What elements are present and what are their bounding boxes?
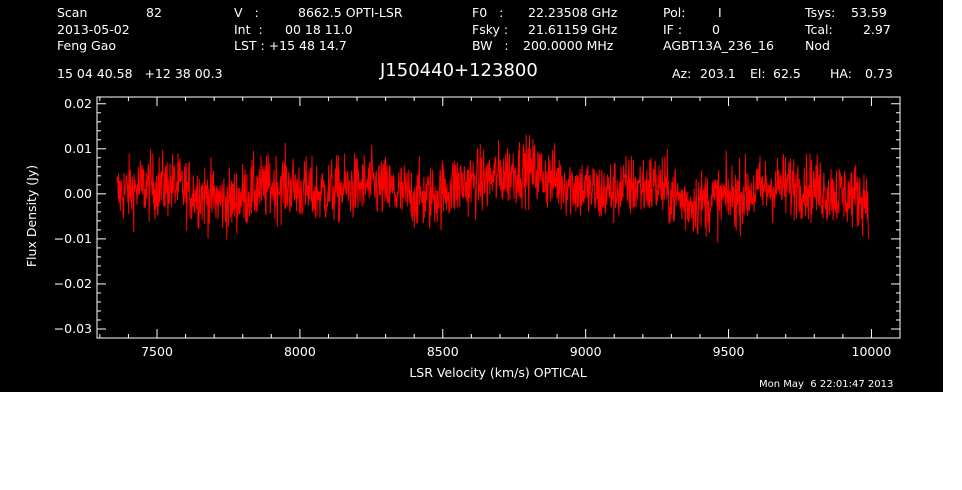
plot-border <box>96 96 901 339</box>
obs-date: 2013-05-02 <box>57 22 130 37</box>
y-tick-label: −0.02 <box>54 276 92 291</box>
x-tick-label: 10000 <box>852 344 892 359</box>
bw-label: BW : <box>472 38 509 53</box>
tcal-value: 2.97 <box>863 22 891 37</box>
x-tick-label: 9000 <box>570 344 602 359</box>
int-label: Int : <box>234 22 263 37</box>
lst-label: LST : +15 48 14.7 <box>234 38 347 53</box>
bw-value: 200.0000 MHz <box>523 38 614 53</box>
if-value: 0 <box>712 22 720 37</box>
x-tick-label: 8500 <box>427 344 459 359</box>
fsky-label: Fsky : <box>472 22 509 37</box>
source-name: J150440+123800 <box>380 60 538 81</box>
observer-name: Feng Gao <box>57 38 117 53</box>
y-tick-label: 0.01 <box>64 141 92 156</box>
x-tick-label: 9500 <box>713 344 745 359</box>
int-value: 00 18 11.0 <box>285 22 353 37</box>
y-tick-label: −0.01 <box>54 231 92 246</box>
axis-ticks: 7500 8000 8500 9000 9500 10000 −0.03 −0.02 −0.01… <box>54 96 901 359</box>
x-tick-label: 7500 <box>141 344 173 359</box>
pol-value: I <box>718 5 722 20</box>
x-axis-label: LSR Velocity (km/s) OPTICAL <box>409 365 586 380</box>
az-value: 203.1 <box>700 66 736 81</box>
az-label: Az: <box>672 66 692 81</box>
spectrum-line <box>116 134 870 243</box>
y-axis-label: Flux Density (Jy) <box>24 165 39 267</box>
ha-label: HA: <box>830 66 852 81</box>
tcal-label: Tcal: <box>805 22 833 37</box>
velocity-value: 8662.5 OPTI-LSR <box>298 5 403 20</box>
x-tick-label: 8000 <box>284 344 316 359</box>
render-timestamp: Mon May 6 22:01:47 2013 <box>759 379 894 390</box>
f0-label: F0 : <box>472 5 504 20</box>
tsys-label: Tsys: <box>805 5 836 20</box>
pol-label: Pol: <box>663 5 686 20</box>
spectrum-chart: 7500 8000 8500 9000 9500 10000 −0.03 −0.02 −0.01… <box>24 96 901 380</box>
scan-label: Scan <box>57 5 88 20</box>
el-value: 62.5 <box>773 66 801 81</box>
y-tick-label: −0.03 <box>54 321 92 336</box>
if-label: IF : <box>663 22 683 37</box>
fsky-value: 21.61159 GHz <box>528 22 618 37</box>
project-id: AGBT13A_236_16 <box>663 38 774 53</box>
ha-value: 0.73 <box>865 66 893 81</box>
source-coordinates: 15 04 40.58 +12 38 00.3 <box>57 66 223 81</box>
f0-value: 22.23508 GHz <box>528 5 618 20</box>
el-label: El: <box>750 66 766 81</box>
plot-frame <box>96 96 901 339</box>
y-tick-label: 0.00 <box>64 186 92 201</box>
velocity-label: V : <box>234 5 259 20</box>
tsys-value: 53.59 <box>851 5 887 20</box>
scan-value: 82 <box>146 5 162 20</box>
spectrum-trace <box>116 134 870 243</box>
plot-panel: Scan 82 2013-05-02 Feng Gao V : 8662.5 O… <box>0 0 943 392</box>
y-tick-label: 0.02 <box>64 96 92 111</box>
obs-mode: Nod <box>805 38 830 53</box>
